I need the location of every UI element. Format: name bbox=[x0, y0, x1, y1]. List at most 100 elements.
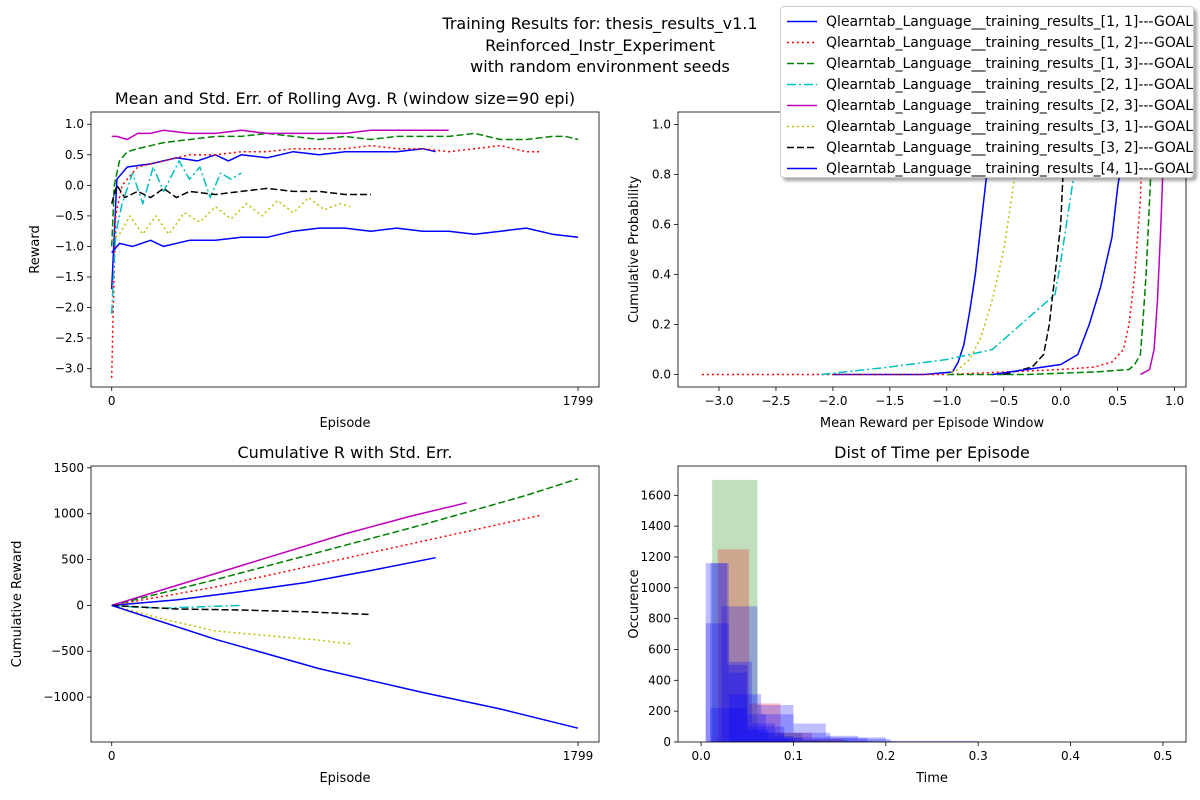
series-line bbox=[111, 514, 540, 607]
x-tick-label: 0.3 bbox=[969, 749, 988, 763]
legend-swatch bbox=[787, 20, 817, 23]
legend-swatch bbox=[787, 146, 817, 149]
y-tick-label: −2.0 bbox=[55, 301, 84, 315]
histogram-bar bbox=[784, 738, 803, 742]
histogram-bar bbox=[793, 732, 831, 742]
series-line bbox=[111, 604, 351, 645]
chart-legend: Qlearntab_Language__training_results_[1,… bbox=[780, 6, 1194, 178]
chart-1: 0 1799 −3.0 −2.5 −2.0 −1.5 −1.0 −0.5 0.0 0.5 1.0 Me… bbox=[28, 89, 600, 431]
x-tick-label: 1.0 bbox=[1165, 394, 1184, 408]
legend-label: Qlearntab_Language__training_results_[1,… bbox=[826, 13, 1193, 30]
y-tick-label: 500 bbox=[61, 553, 84, 567]
y-tick-label: 0.2 bbox=[652, 318, 671, 332]
y-tick-label: 0.6 bbox=[652, 218, 671, 232]
chart-title: Mean and Std. Err. of Rolling Avg. R (wi… bbox=[115, 89, 575, 108]
y-axis-label: Occurence bbox=[627, 569, 642, 638]
y-tick-label: −500 bbox=[51, 644, 84, 658]
x-tick-label: 0.5 bbox=[1153, 749, 1172, 763]
y-tick-label: 1.0 bbox=[652, 118, 671, 132]
chart-4: 0.0 0.1 0.2 0.3 0.4 0.5 0 200 400 600 800 1000 1200 1… bbox=[627, 443, 1187, 786]
histogram-bar bbox=[858, 738, 891, 742]
legend-entry: Qlearntab_Language__training_results_[1,… bbox=[781, 32, 1193, 53]
plot-area bbox=[111, 478, 579, 729]
histogram-bar bbox=[717, 549, 750, 742]
axes-frame bbox=[677, 465, 1187, 743]
legend-label: Qlearntab_Language__training_results_[3,… bbox=[826, 139, 1193, 156]
y-tick-label: −3.0 bbox=[55, 362, 84, 376]
histogram-bar bbox=[761, 714, 794, 742]
legend-swatch bbox=[787, 83, 817, 86]
y-tick-label: 0.4 bbox=[652, 268, 671, 282]
x-tick-label: 0.5 bbox=[1108, 394, 1127, 408]
series-line bbox=[110, 147, 436, 290]
x-tick-label: −2.0 bbox=[818, 394, 847, 408]
chart-3: 0 1799 −1000 −500 0 500 1000 1500 Cumulative R w… bbox=[10, 443, 600, 786]
series-line bbox=[110, 144, 540, 378]
legend-swatch bbox=[787, 125, 817, 128]
histogram-bar bbox=[710, 563, 729, 742]
legend-swatch bbox=[787, 104, 817, 107]
x-tick-label: 0.0 bbox=[1051, 394, 1070, 408]
y-tick-label: 1600 bbox=[640, 488, 671, 502]
histogram-bar bbox=[885, 740, 979, 742]
x-tick-label: −2.5 bbox=[761, 394, 790, 408]
series-line bbox=[701, 124, 1144, 376]
histogram-bar bbox=[774, 735, 794, 742]
y-tick-label: 1200 bbox=[640, 550, 671, 564]
legend-entry: Qlearntab_Language__training_results_[2,… bbox=[781, 95, 1193, 116]
histogram-bar bbox=[765, 732, 785, 742]
histogram-bar bbox=[726, 664, 748, 742]
histogram-bar bbox=[747, 726, 785, 742]
histogram-bar bbox=[830, 738, 868, 742]
series-line bbox=[1003, 124, 1068, 376]
axes-frame bbox=[90, 111, 600, 388]
y-tick-label: 200 bbox=[648, 704, 671, 718]
series-line bbox=[111, 478, 579, 607]
y-tick-label: −1000 bbox=[43, 690, 84, 704]
series-line bbox=[111, 604, 371, 616]
suptitle-line: Training Results for: thesis_results_v1.… bbox=[442, 14, 758, 33]
y-tick-label: 1500 bbox=[53, 461, 84, 475]
series-line bbox=[946, 124, 1028, 376]
suptitle-line: with random environment seeds bbox=[470, 57, 730, 76]
chart-title: Dist of Time per Episode bbox=[834, 443, 1030, 462]
histogram-bar bbox=[712, 479, 758, 742]
x-tick-label: −0.5 bbox=[989, 394, 1018, 408]
series-line bbox=[111, 556, 436, 607]
x-tick-label: 1799 bbox=[563, 394, 594, 408]
series-line bbox=[110, 184, 371, 204]
y-tick-label: 0.0 bbox=[65, 178, 84, 192]
legend-swatch bbox=[787, 167, 817, 170]
y-tick-label: 400 bbox=[648, 673, 671, 687]
y-tick-label: 0 bbox=[76, 598, 84, 612]
series-line bbox=[111, 604, 579, 729]
x-tick-label: 0 bbox=[108, 749, 116, 763]
series-line bbox=[111, 196, 351, 241]
legend-entry: Qlearntab_Language__training_results_[3,… bbox=[781, 116, 1193, 137]
histogram-bar bbox=[749, 703, 781, 742]
x-tick-label: 1799 bbox=[563, 749, 594, 763]
plot-area bbox=[705, 479, 1071, 742]
y-tick-label: 0.0 bbox=[652, 368, 671, 382]
legend-label: Qlearntab_Language__training_results_[2,… bbox=[826, 76, 1193, 93]
series-line bbox=[946, 124, 1155, 376]
histogram-bar bbox=[768, 738, 789, 742]
x-axis-label: Episode bbox=[319, 771, 370, 786]
x-axis-label: Episode bbox=[319, 416, 370, 431]
legend-entry: Qlearntab_Language__training_results_[1,… bbox=[781, 53, 1193, 74]
histogram-bar bbox=[705, 563, 727, 742]
axes-frame bbox=[90, 465, 600, 743]
legend-entry: Qlearntab_Language__training_results_[1,… bbox=[781, 11, 1193, 32]
series-line bbox=[110, 132, 579, 247]
y-tick-label: 0.8 bbox=[652, 168, 671, 182]
histogram-bar bbox=[705, 623, 729, 742]
y-axis-label: Cumulative Reward bbox=[10, 541, 25, 668]
x-tick-label: 0.4 bbox=[1061, 749, 1080, 763]
histogram-bar bbox=[728, 694, 762, 742]
histogram-bar bbox=[747, 729, 769, 742]
series-line bbox=[110, 160, 242, 314]
y-tick-label: 0.5 bbox=[65, 148, 84, 162]
legend-label: Qlearntab_Language__training_results_[4,… bbox=[826, 160, 1193, 177]
y-tick-label: 0 bbox=[663, 735, 671, 749]
